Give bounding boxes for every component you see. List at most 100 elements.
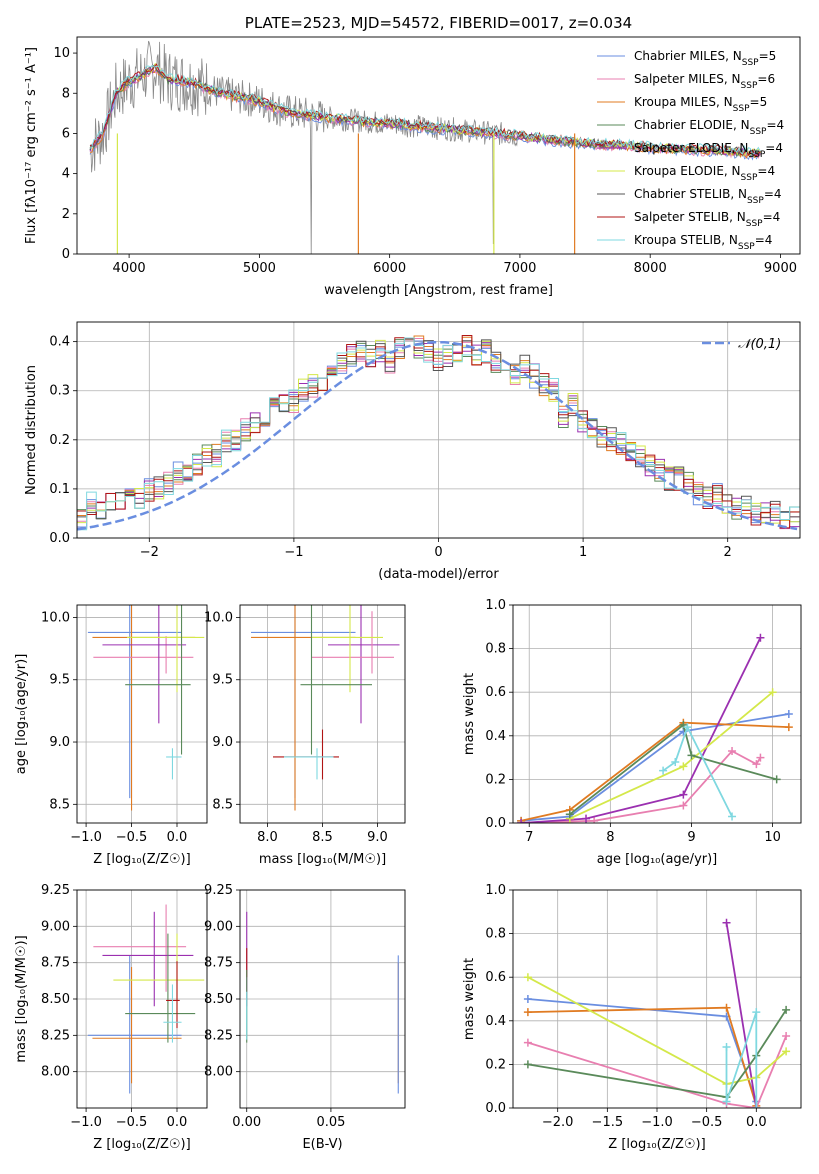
weight-marker bbox=[523, 973, 532, 982]
weight-marker bbox=[782, 1047, 791, 1056]
weight-marker bbox=[756, 633, 765, 642]
legend-label: Kroupa MILES, NSSP=5 bbox=[634, 95, 767, 114]
y-tick-label: 10.0 bbox=[41, 610, 70, 625]
chart-title: PLATE=2523, MJD=54572, FIBERID=0017, z=0… bbox=[245, 14, 632, 32]
weight-series bbox=[725, 1011, 758, 1108]
weight-series bbox=[520, 721, 789, 822]
weight-marker bbox=[752, 1104, 761, 1108]
axes-8: −2.0 −1.5 −1.0 −0.5 0.0 0.0 0.2 0.4 0.6 0.8 1.0 Z [… bbox=[462, 883, 802, 1152]
x-tick-label: 2 bbox=[724, 545, 732, 560]
weight-marker bbox=[722, 1003, 731, 1012]
legend-label: Kroupa ELODIE, NSSP=4 bbox=[634, 164, 775, 183]
model-spectrum bbox=[89, 64, 761, 157]
y-axis-label: Normed distribution bbox=[24, 365, 39, 495]
x-tick-label: −1.5 bbox=[592, 1115, 624, 1130]
weight-series bbox=[527, 998, 758, 1102]
weight-series bbox=[521, 637, 762, 823]
x-tick-label: −0.5 bbox=[691, 1115, 723, 1130]
x-tick-label: −2 bbox=[140, 545, 159, 560]
weight-marker bbox=[523, 995, 532, 1003]
legend-label: Chabrier ELODIE, NSSP=4 bbox=[634, 118, 784, 137]
plot-area bbox=[87, 904, 205, 1094]
y-tick-label: 0.6 bbox=[485, 970, 506, 985]
plot-area bbox=[77, 335, 800, 538]
axes-frame bbox=[512, 604, 802, 824]
x-tick-label: −1 bbox=[284, 545, 303, 560]
weight-series bbox=[662, 724, 733, 817]
legend-label: Chabrier STELIB, NSSP=4 bbox=[634, 187, 782, 206]
legend-label: Salpeter STELIB, NSSP=4 bbox=[634, 210, 780, 229]
y-tick-label: 8.00 bbox=[41, 1065, 70, 1080]
weight-marker bbox=[784, 710, 793, 718]
x-tick-label: 0.0 bbox=[167, 830, 188, 845]
axes-frame bbox=[76, 889, 208, 1109]
y-tick-label: 0.1 bbox=[49, 482, 70, 497]
y-tick-label: 8.00 bbox=[204, 1065, 233, 1080]
x-tick-label: 7000 bbox=[503, 261, 536, 276]
weight-marker bbox=[517, 819, 526, 823]
y-axis-label: mass weight bbox=[462, 673, 477, 755]
y-tick-label: 0.2 bbox=[485, 772, 506, 787]
x-tick-label: 8 bbox=[606, 830, 614, 845]
y-axis-label: mass [log₁₀(M/M☉)] bbox=[14, 935, 29, 1062]
y-tick-label: 0.2 bbox=[49, 433, 70, 448]
plot-area bbox=[246, 911, 399, 1094]
weight-series bbox=[569, 691, 774, 820]
x-tick-label: 8.5 bbox=[312, 830, 333, 845]
y-tick-label: 1.0 bbox=[485, 883, 506, 898]
y-tick-label: 9.00 bbox=[41, 919, 70, 934]
x-tick-label: −1.0 bbox=[70, 830, 102, 845]
x-tick-label: 0 bbox=[434, 545, 442, 560]
legend-label: 𝒩(0,1) bbox=[738, 337, 781, 352]
weight-marker bbox=[752, 1008, 761, 1017]
weight-marker bbox=[752, 760, 761, 769]
x-tick-label: 5000 bbox=[243, 261, 276, 276]
weight-marker bbox=[523, 1038, 532, 1047]
weight-marker bbox=[687, 751, 696, 760]
axes-frame bbox=[512, 889, 802, 1109]
y-tick-label: 9.00 bbox=[204, 919, 233, 934]
x-tick-label: 0.05 bbox=[316, 1115, 345, 1130]
x-tick-label: 9000 bbox=[764, 261, 797, 276]
weight-marker bbox=[782, 1032, 791, 1041]
axes-4: 8.0 8.5 9.0 8.5 9.0 9.5 10.0 mass [log₁₀(M/M☉)] bbox=[204, 604, 406, 867]
weight-marker bbox=[772, 775, 781, 784]
y-tick-label: 9.25 bbox=[41, 883, 70, 898]
legend-label: Kroupa STELIB, NSSP=4 bbox=[634, 233, 772, 252]
weight-marker bbox=[679, 801, 688, 810]
y-tick-label: 0.8 bbox=[485, 642, 506, 657]
y-tick-label: 6 bbox=[62, 126, 70, 141]
axes-frame bbox=[76, 321, 801, 539]
weight-marker bbox=[523, 1008, 532, 1017]
y-tick-label: 0.2 bbox=[485, 1057, 506, 1072]
y-axis-label: age [log₁₀(age/yr)] bbox=[14, 654, 29, 775]
axes-1: 4000 5000 6000 7000 8000 9000 0 2 4 6 8 10 PLATE=252… bbox=[24, 14, 801, 298]
y-tick-label: 0.8 bbox=[485, 927, 506, 942]
x-tick-label: −0.5 bbox=[116, 1115, 148, 1130]
x-tick-label: 1 bbox=[579, 545, 587, 560]
x-tick-label: 10 bbox=[764, 830, 781, 845]
weight-marker bbox=[722, 918, 731, 927]
y-tick-label: 0.0 bbox=[49, 531, 70, 546]
y-tick-label: 2 bbox=[62, 207, 70, 222]
x-tick-label: −1.0 bbox=[70, 1115, 102, 1130]
weight-series bbox=[527, 1035, 787, 1108]
weight-marker bbox=[671, 757, 680, 766]
x-axis-label: age [log₁₀(age/yr)] bbox=[597, 852, 718, 867]
histogram-series bbox=[77, 337, 800, 538]
weight-series bbox=[527, 976, 787, 1085]
y-tick-label: 8.50 bbox=[204, 992, 233, 1007]
y-tick-label: 0.4 bbox=[49, 335, 70, 350]
x-axis-label: E(B-V) bbox=[302, 1137, 342, 1152]
model-spectrum bbox=[89, 64, 761, 156]
y-tick-label: 9.5 bbox=[49, 673, 70, 688]
plot-area bbox=[523, 918, 791, 1108]
y-tick-label: 10.0 bbox=[204, 610, 233, 625]
axes-frame bbox=[239, 889, 406, 1109]
axes-3: −1.0 −0.5 0.0 8.5 9.0 9.5 10.0 Z [log₁₀(Z/Z☉)] a… bbox=[14, 604, 208, 867]
y-tick-label: 8 bbox=[62, 86, 70, 101]
weight-marker bbox=[722, 1042, 731, 1051]
weight-marker bbox=[590, 816, 599, 823]
y-tick-label: 9.25 bbox=[204, 883, 233, 898]
